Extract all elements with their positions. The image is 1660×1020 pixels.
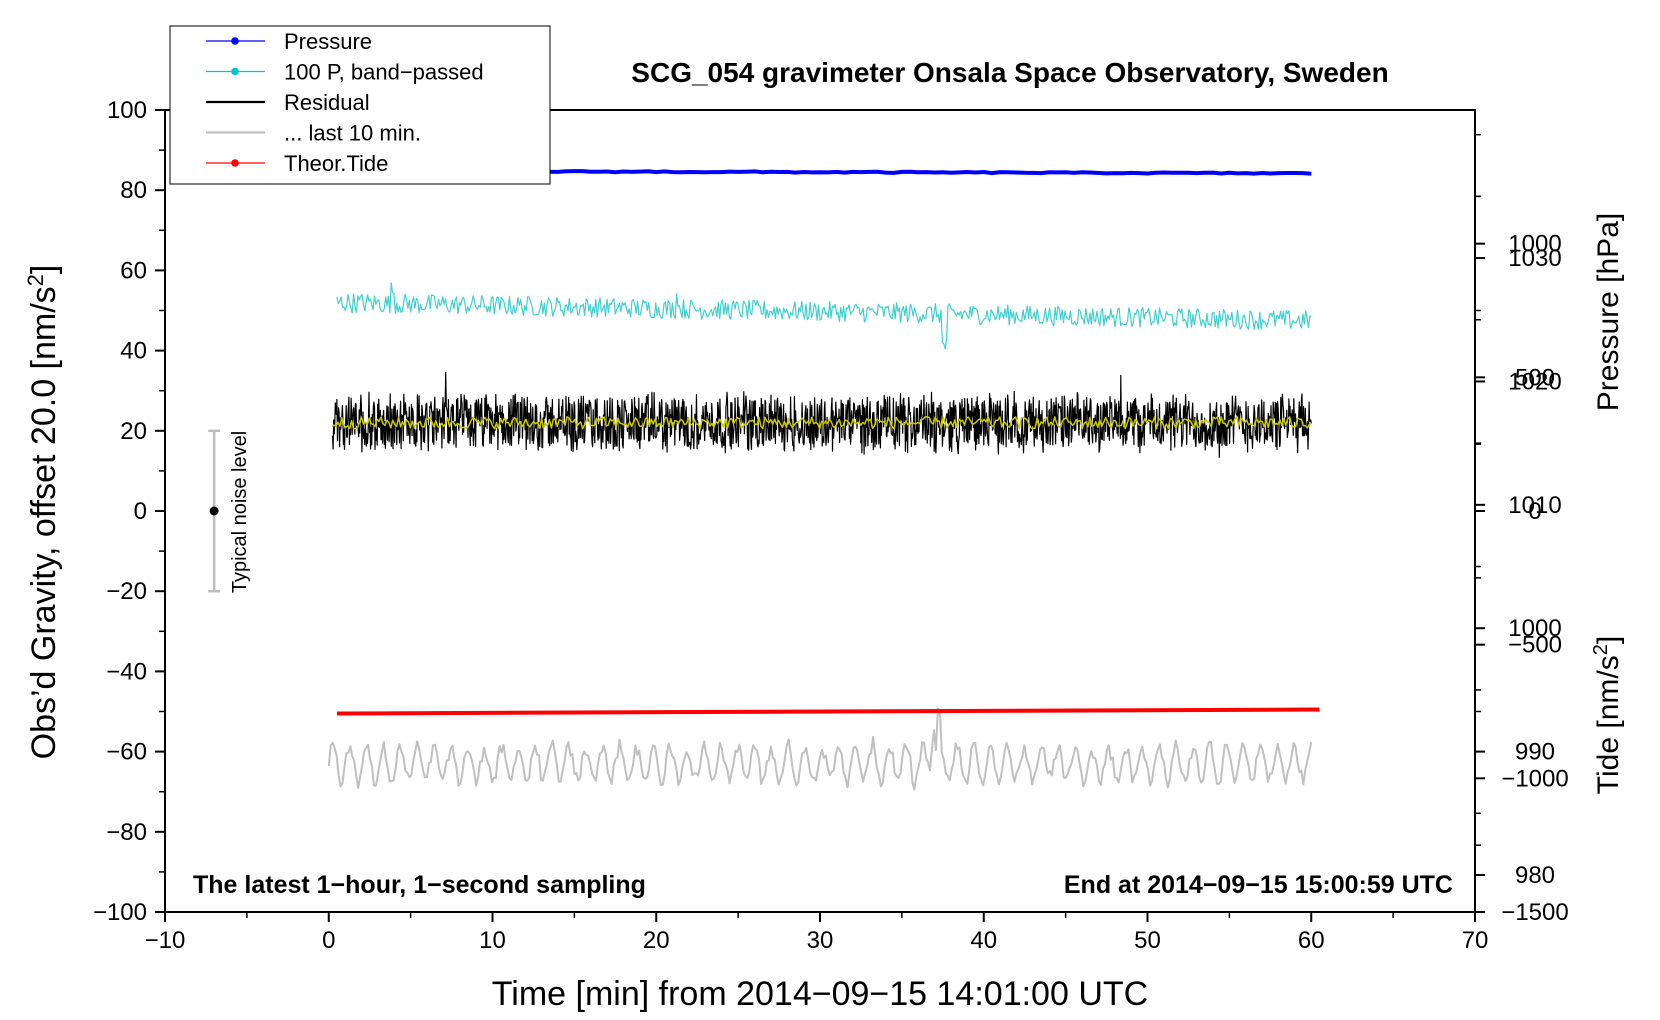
y-axis-pressure: 980 990 1000 1010 1020 1030 bbox=[1475, 133, 1562, 889]
legend-box bbox=[169, 25, 551, 185]
y-tick-label: −100 bbox=[93, 899, 147, 926]
residual-smoothed-series bbox=[331, 416, 1312, 430]
y-tick-label: 40 bbox=[120, 338, 147, 365]
plot-frame bbox=[164, 109, 1476, 913]
tide-tick-label: 1000 bbox=[1508, 231, 1561, 258]
pressure-tick-label: 990 bbox=[1515, 739, 1555, 766]
chart-title: SCG_054 gravimeter Onsala Space Observat… bbox=[631, 57, 1388, 88]
pressure-tick-label: 1030 bbox=[1508, 245, 1561, 272]
residual-smoothed-line bbox=[331, 416, 1312, 430]
x-axis-label: Time [min] from 2014−09−15 14:01:00 UTC bbox=[492, 975, 1148, 1013]
x-tick-label: 10 bbox=[479, 927, 506, 954]
y-tick-label: 0 bbox=[134, 498, 147, 525]
tide-tick-label: 0 bbox=[1528, 498, 1541, 525]
x-tick-label: 70 bbox=[1462, 927, 1489, 954]
x-tick-label: 40 bbox=[970, 927, 997, 954]
y-tick-label: 60 bbox=[120, 257, 147, 284]
x-tick-label: 30 bbox=[807, 927, 834, 954]
y-tick-label: −60 bbox=[106, 739, 147, 766]
pressure-tick-label: 1020 bbox=[1508, 368, 1561, 395]
legend-swatch-marker bbox=[231, 67, 239, 76]
tide-tick-label: 500 bbox=[1515, 364, 1555, 391]
pressure-tick-label: 1010 bbox=[1508, 492, 1561, 519]
x-tick-label: 0 bbox=[322, 927, 335, 954]
last-10-min-line bbox=[327, 707, 1313, 791]
tide-tick-label: −1000 bbox=[1501, 765, 1568, 792]
tide-tick-label: −1500 bbox=[1501, 899, 1568, 926]
pressure-tick-label: 1000 bbox=[1508, 615, 1561, 642]
noise-level-label: Typical noise level bbox=[229, 431, 251, 593]
y-axis-tide-label: Tide [nm/s2] bbox=[1590, 636, 1625, 794]
y-axis-tide: −1500 −1000 −500 0 500 1000 bbox=[1475, 231, 1569, 926]
legend-item-label: ... last 10 min. bbox=[284, 121, 421, 146]
pressure-tick-label: 980 bbox=[1515, 862, 1555, 889]
last-10-min-series bbox=[327, 707, 1313, 791]
y-tick-label: 80 bbox=[120, 177, 147, 204]
y-tick-label: 20 bbox=[120, 418, 147, 445]
legend: Pressure 100 P, band−passed Residual ... la… bbox=[206, 29, 484, 176]
end-time-note: End at 2014−09−15 15:00:59 UTC bbox=[1064, 871, 1453, 899]
x-axis: −10 0 10 20 30 40 50 60 70 bbox=[145, 912, 1489, 954]
y-axis-pressure-label: Pressure [hPa] bbox=[1592, 213, 1625, 411]
legend-item-label: Pressure bbox=[284, 29, 372, 54]
band-passed-line bbox=[336, 282, 1312, 350]
legend-swatch-marker bbox=[231, 159, 239, 167]
x-tick-label: 50 bbox=[1134, 927, 1161, 954]
legend-swatch-marker bbox=[231, 37, 239, 45]
y-axis-left-label: Obs’d Gravity, offset 20.0 [nm/s2] bbox=[23, 265, 63, 760]
residual-line bbox=[331, 371, 1312, 458]
legend-item-label: Theor.Tide bbox=[284, 151, 388, 176]
tide-tick-label: −500 bbox=[1508, 632, 1562, 659]
band-passed-pressure-series bbox=[336, 282, 1312, 350]
x-tick-label: 20 bbox=[643, 927, 670, 954]
typical-noise-bar bbox=[208, 429, 221, 593]
residual-series bbox=[331, 371, 1312, 458]
x-tick-label: 60 bbox=[1298, 927, 1325, 954]
sampling-note: The latest 1−hour, 1−second sampling bbox=[193, 871, 646, 899]
legend-item-label: 100 P, band−passed bbox=[284, 60, 484, 85]
noise-bar-center-dot bbox=[209, 506, 219, 516]
y-tick-label: −80 bbox=[106, 819, 147, 846]
legend-item-label: Residual bbox=[284, 90, 370, 115]
theor-tide-line bbox=[336, 707, 1320, 716]
y-tick-label: −40 bbox=[106, 658, 147, 685]
y-tick-label: −20 bbox=[106, 578, 147, 605]
theor-tide-series bbox=[336, 707, 1320, 716]
x-tick-label: −10 bbox=[145, 927, 186, 954]
y-tick-label: 100 bbox=[107, 97, 147, 124]
y-axis-left: −100 −80 −60 −40 −20 0 20 40 60 80 100 bbox=[93, 97, 165, 926]
